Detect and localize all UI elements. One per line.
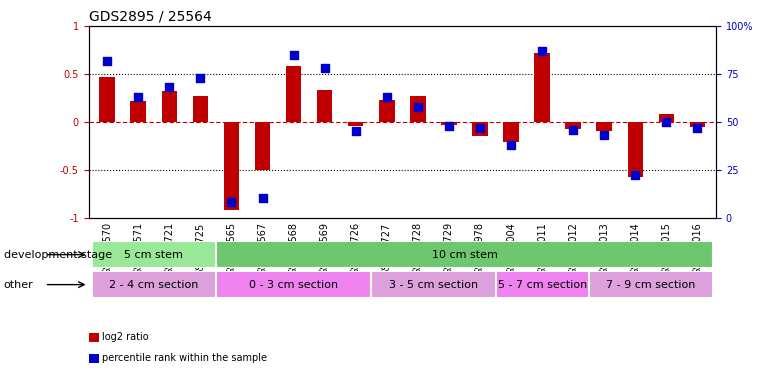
Point <box>194 75 206 81</box>
Point <box>132 94 145 100</box>
Point <box>226 199 238 205</box>
Point <box>256 195 269 201</box>
Text: GDS2895 / 25564: GDS2895 / 25564 <box>89 10 211 24</box>
Point <box>598 132 611 138</box>
Bar <box>317 90 333 122</box>
Bar <box>504 122 519 142</box>
Point <box>567 126 579 132</box>
Bar <box>92 241 216 268</box>
Point <box>536 48 548 54</box>
Point <box>101 58 113 64</box>
Text: 10 cm stem: 10 cm stem <box>431 250 497 259</box>
Text: 5 cm stem: 5 cm stem <box>124 250 183 259</box>
Point <box>660 119 672 125</box>
Text: 3 - 5 cm section: 3 - 5 cm section <box>389 280 478 290</box>
Bar <box>371 271 496 298</box>
Bar <box>565 122 581 129</box>
Point <box>505 142 517 148</box>
Text: percentile rank within the sample: percentile rank within the sample <box>102 353 267 363</box>
Bar <box>162 91 177 122</box>
Bar <box>255 122 270 170</box>
Bar <box>441 122 457 125</box>
Point <box>287 52 300 58</box>
Bar <box>496 271 589 298</box>
Point <box>629 172 641 178</box>
Bar <box>286 66 301 122</box>
Bar <box>628 122 643 177</box>
Bar <box>192 96 208 122</box>
Bar <box>92 271 216 298</box>
Point <box>412 104 424 110</box>
Bar <box>534 53 550 122</box>
Bar <box>690 122 705 127</box>
Bar <box>224 122 239 210</box>
Point <box>474 124 486 130</box>
Bar <box>216 241 713 268</box>
Text: log2 ratio: log2 ratio <box>102 333 149 342</box>
Point <box>443 123 455 129</box>
Point <box>350 128 362 135</box>
Text: other: other <box>4 280 34 290</box>
Text: 5 - 7 cm section: 5 - 7 cm section <box>497 280 587 290</box>
Text: 0 - 3 cm section: 0 - 3 cm section <box>249 280 338 290</box>
Point <box>380 94 393 100</box>
Point <box>691 124 704 130</box>
Text: 7 - 9 cm section: 7 - 9 cm section <box>606 280 695 290</box>
Bar <box>589 271 713 298</box>
Text: 2 - 4 cm section: 2 - 4 cm section <box>109 280 199 290</box>
Point <box>319 65 331 71</box>
Bar <box>410 96 426 122</box>
Bar <box>348 122 363 126</box>
Bar <box>472 122 487 136</box>
Point <box>163 84 176 90</box>
Bar <box>379 100 394 122</box>
Bar <box>597 122 612 132</box>
Bar <box>130 101 146 122</box>
Bar <box>216 271 371 298</box>
Bar <box>658 114 675 122</box>
Bar <box>99 77 115 122</box>
Text: development stage: development stage <box>4 250 112 259</box>
